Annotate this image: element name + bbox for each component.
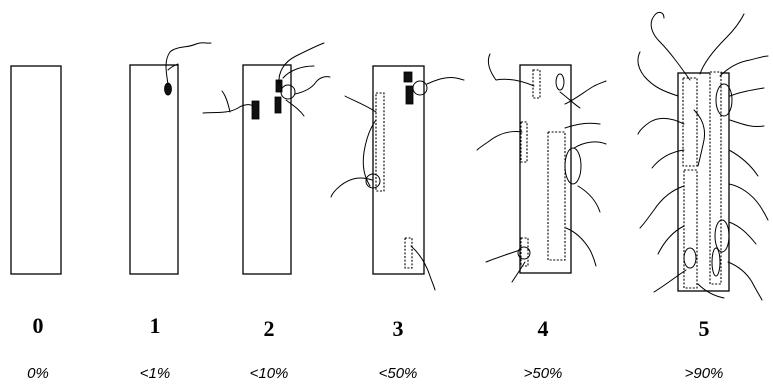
filament-scribble: [285, 99, 305, 117]
growth-loop: [683, 247, 697, 269]
filament-scribble: [573, 141, 607, 149]
panel-4: [476, 53, 607, 283]
filament-scribble: [564, 80, 607, 105]
filament-scribble: [650, 11, 691, 81]
growth-loop: [564, 147, 582, 185]
filament-scribble: [728, 221, 757, 245]
growth-strip: [404, 237, 413, 269]
growth-spot: [274, 96, 282, 114]
filament-scribble: [410, 245, 436, 291]
filament-scribble: [639, 185, 685, 229]
filament-scribble: [487, 53, 535, 87]
panel-0: [10, 65, 62, 275]
coverage-label: <50%: [379, 365, 418, 382]
growth-strip: [547, 131, 566, 261]
growth-strip: [532, 69, 541, 99]
filament-scribble: [577, 185, 601, 213]
panel-2: [202, 42, 331, 275]
filament-scribble: [728, 183, 769, 221]
grade-label: 2: [264, 316, 275, 341]
growth-spot: [164, 82, 172, 96]
growth-strip: [709, 71, 722, 285]
filament-scribble: [511, 261, 526, 283]
grade-label: 3: [393, 316, 404, 341]
filament-scribble: [729, 87, 765, 97]
filament-scribble: [362, 119, 377, 187]
growth-strip: [520, 237, 529, 267]
growth-loop: [714, 219, 730, 253]
growth-spot: [403, 71, 413, 83]
filament-scribble: [426, 77, 465, 85]
filament-scribble: [697, 283, 725, 299]
coverage-label: <1%: [140, 365, 170, 382]
specimen-rect-1: [129, 64, 179, 275]
grade-label: 0: [33, 313, 44, 338]
filament-scribble: [476, 131, 523, 151]
filament-scribble: [727, 261, 763, 301]
growth-loop: [517, 246, 531, 260]
growth-loop: [711, 247, 721, 277]
filament-scribble: [202, 104, 254, 114]
filament-scribble: [165, 42, 212, 85]
growth-loop: [715, 83, 733, 117]
growth-loop: [365, 173, 381, 189]
growth-strip: [682, 77, 698, 167]
coverage-label: >90%: [685, 365, 724, 382]
growth-loop: [555, 73, 565, 91]
filament-scribble: [278, 42, 325, 85]
panel-5: [637, 11, 769, 301]
growth-spot: [405, 85, 414, 105]
filament-scribble: [294, 76, 331, 95]
grade-label: 4: [538, 316, 549, 341]
growth-loop: [412, 80, 428, 96]
growth-loop: [280, 84, 296, 100]
growth-spot: [251, 100, 260, 120]
specimen-rect-0: [10, 65, 62, 275]
filament-scribble: [485, 249, 521, 263]
specimen-rect-2: [242, 64, 292, 275]
filament-scribble: [344, 95, 377, 113]
filament-scribble: [729, 119, 765, 127]
coverage-label: >50%: [524, 365, 563, 382]
grade-label: 5: [699, 316, 710, 341]
growth-strip: [683, 169, 698, 289]
filament-scribble: [221, 90, 231, 113]
filament-scribble: [728, 149, 759, 177]
filament-scribble: [565, 227, 597, 267]
growth-strip: [520, 121, 528, 163]
filament-scribble: [637, 51, 679, 97]
filament-scribble: [167, 63, 179, 71]
filament-scribble: [637, 117, 685, 135]
filament-scribble: [559, 91, 581, 109]
filament-scribble: [282, 65, 315, 79]
filament-scribble: [657, 225, 685, 255]
coverage-label: 0%: [27, 365, 49, 382]
grade-label: 1: [150, 313, 161, 338]
filament-scribble: [699, 13, 745, 75]
growth-strip: [375, 92, 385, 192]
filament-scribble: [719, 55, 769, 77]
filament-scribble: [693, 109, 705, 167]
panel-1: [129, 42, 212, 275]
panel-3: [330, 65, 465, 291]
filament-scribble: [651, 149, 685, 169]
filament-scribble: [564, 122, 601, 129]
filament-scribble: [330, 177, 373, 198]
filament-scribble: [653, 269, 687, 293]
coverage-label: <10%: [250, 365, 289, 382]
